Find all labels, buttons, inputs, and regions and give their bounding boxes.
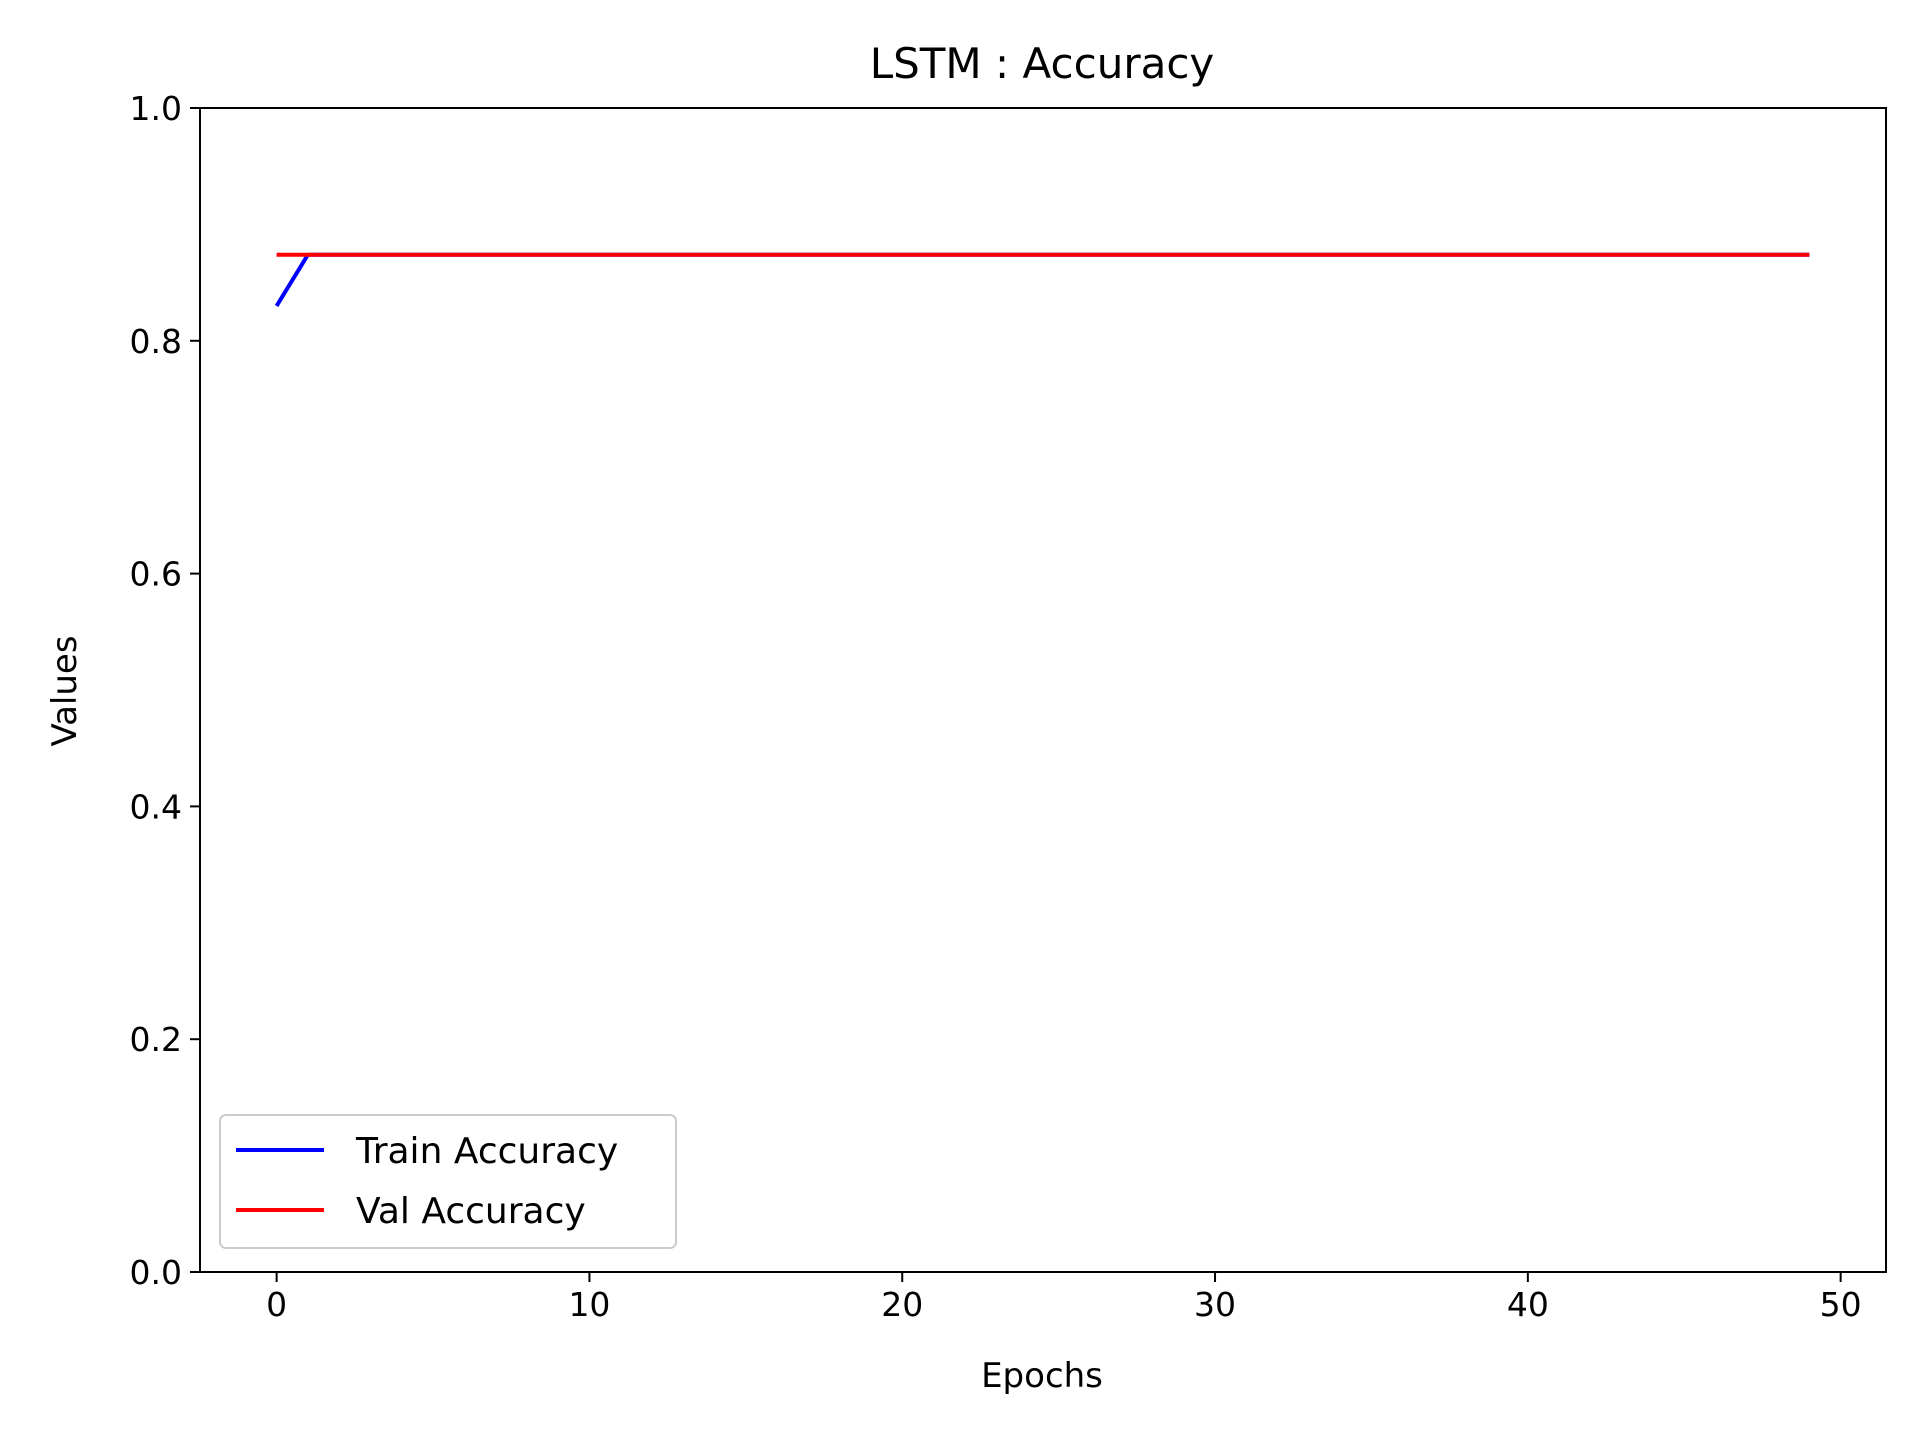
x-tick-label: 10	[568, 1285, 610, 1324]
y-tick-label: 0.4	[130, 787, 182, 826]
x-tick-label: 50	[1820, 1285, 1862, 1324]
x-tick-label: 20	[881, 1285, 923, 1324]
y-tick-label: 0.8	[130, 322, 182, 361]
y-tick-label: 0.0	[130, 1253, 182, 1292]
legend-label: Val Accuracy	[356, 1191, 586, 1232]
y-tick-label: 0.6	[130, 555, 182, 594]
axes-frame	[199, 107, 1887, 1273]
x-tick-label: 40	[1507, 1285, 1549, 1324]
chart-title: LSTM : Accuracy	[870, 39, 1215, 88]
y-axis-label: Values	[45, 635, 85, 746]
x-axis-label: Epochs	[981, 1356, 1103, 1396]
y-tick-label: 1.0	[130, 89, 182, 128]
x-tick-label: 30	[1194, 1285, 1236, 1324]
axes: 0 10 20 30 40 50 0.0 0.2 0.4 0.6 0.8 1.0	[130, 89, 1887, 1324]
legend-box	[219, 1114, 677, 1249]
y-tick-label: 0.2	[130, 1020, 182, 1059]
plot-area	[274, 252, 1810, 307]
legend: Train Accuracy Val Accuracy	[219, 1114, 677, 1249]
x-tick-label: 0	[266, 1285, 287, 1324]
legend-label: Train Accuracy	[355, 1131, 618, 1172]
